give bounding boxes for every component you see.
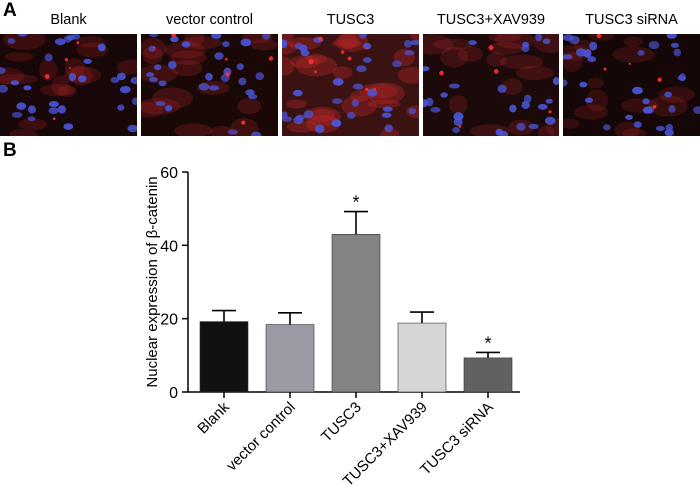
- micrograph-image-2: [282, 34, 419, 136]
- micrograph-label-3: TUSC3+XAV939: [436, 12, 546, 28]
- x-tick-label-0: Blank: [194, 398, 233, 437]
- x-tick-label-2: TUSC3: [318, 399, 365, 446]
- y-tick-label-0: 0: [169, 385, 178, 402]
- micrograph-image-1: [141, 34, 278, 136]
- significance-mark-2: *: [352, 193, 359, 213]
- significance-mark-4: *: [484, 333, 491, 353]
- y-tick-label-2: 40: [160, 238, 178, 255]
- bar-0: [199, 321, 249, 393]
- bar-4: [463, 357, 513, 393]
- micrograph-label-2: TUSC3: [326, 12, 375, 28]
- bar-1: [265, 324, 315, 393]
- bar-3: [397, 322, 447, 393]
- y-axis-label: Nuclear expression of β-catenin: [144, 176, 161, 387]
- bar-2: [331, 234, 381, 393]
- micrograph-label-1: vector control: [165, 12, 254, 28]
- micrograph-label-4: TUSC3 siRNA: [585, 12, 678, 28]
- y-tick-label-3: 60: [160, 165, 178, 182]
- micrograph-label-0: Blank: [50, 12, 87, 28]
- micrograph-image-4: [563, 34, 700, 136]
- micrograph-image-0: [0, 34, 137, 136]
- panel-a-letter: A: [3, 0, 17, 21]
- y-tick-label-1: 20: [160, 312, 178, 329]
- panel-b-letter: B: [3, 140, 17, 161]
- x-tick-label-1: vector control: [223, 399, 299, 475]
- micrograph-image-3: [423, 34, 559, 136]
